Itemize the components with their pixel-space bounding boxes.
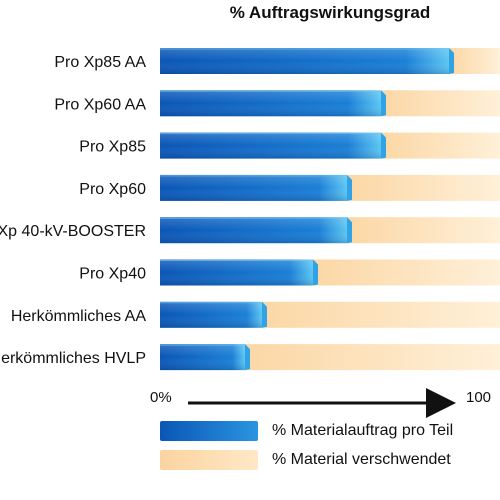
category-label: Pro Xp85 bbox=[79, 139, 146, 156]
legend-swatch-applied bbox=[160, 421, 258, 441]
bar-wasted bbox=[245, 344, 500, 371]
legend-swatch-wasted bbox=[160, 450, 258, 470]
legend-label-applied: % Materialauftrag pro Teil bbox=[272, 422, 454, 439]
legend-item-applied: % Materialauftrag pro Teil bbox=[160, 419, 453, 443]
bar-applied-shade bbox=[160, 301, 262, 328]
x-tick-end: 100 bbox=[466, 389, 492, 406]
bar-applied-shade bbox=[160, 217, 347, 244]
stacked-bar-chart: Pro Xp85 AA Pro Xp60 AA Pro Xp85 Pro Xp60 Xp… bbox=[0, 48, 500, 418]
bar-applied-bevel bbox=[381, 90, 386, 117]
legend-label-wasted: % Material verschwendet bbox=[272, 451, 451, 468]
bar-applied-bevel bbox=[245, 344, 250, 371]
legend-item-wasted: % Material verschwendet bbox=[160, 448, 451, 472]
bar-wasted bbox=[347, 174, 500, 201]
bar-applied-bevel bbox=[347, 217, 352, 244]
bar-applied-shade bbox=[160, 344, 245, 371]
bar-applied-shade bbox=[160, 48, 449, 74]
bar-wasted bbox=[262, 301, 500, 328]
bar-wasted bbox=[313, 259, 500, 286]
category-label: Pro Xp60 AA bbox=[54, 96, 146, 113]
category-label: Pro Xp60 bbox=[79, 181, 146, 198]
bar-wasted bbox=[347, 217, 500, 244]
bar-applied-bevel bbox=[381, 132, 386, 159]
chart-title: % Auftragswirkungsgrad bbox=[229, 3, 431, 22]
bar-applied-bevel bbox=[262, 301, 267, 328]
bar-applied-shade bbox=[160, 174, 347, 201]
bar-applied-bevel bbox=[449, 48, 454, 74]
category-label: Pro Xp40 bbox=[79, 266, 146, 283]
bar-applied-shade bbox=[160, 259, 313, 286]
bar-applied-bevel bbox=[347, 174, 352, 201]
bar-applied-bevel bbox=[313, 259, 318, 286]
category-label: Xp 40-kV-BOOSTER bbox=[0, 223, 146, 240]
bar-applied-shade bbox=[160, 90, 381, 117]
category-label: Pro Xp85 AA bbox=[54, 54, 146, 71]
x-tick-start: 0% bbox=[150, 389, 172, 406]
category-label: Herkömmliches AA bbox=[11, 308, 146, 325]
bar-wasted bbox=[381, 90, 500, 117]
bar-applied-shade bbox=[160, 132, 381, 159]
bar-wasted bbox=[449, 48, 500, 74]
category-label: Herkömmliches HVLP bbox=[0, 350, 146, 367]
bar-wasted bbox=[381, 132, 500, 159]
